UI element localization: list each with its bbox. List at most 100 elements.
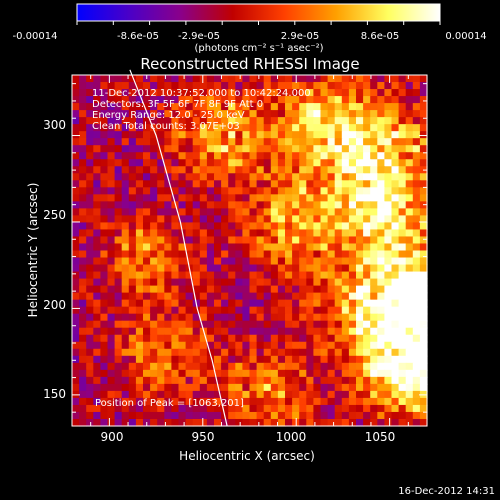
heatmap-cell [128,82,137,90]
heatmap-cell [348,138,357,146]
heatmap-cell [178,292,187,301]
heatmap-cell [419,180,428,188]
heatmap-cell [235,82,243,90]
heatmap-cell [370,306,378,315]
heatmap-cell [171,257,180,266]
heatmap-cell [150,208,158,216]
heatmap-cell [128,138,137,146]
heatmap-cell [313,138,322,146]
heatmap-cell [391,264,400,273]
heatmap-cell [398,250,407,259]
heatmap-cell [320,138,329,146]
heatmap-cell [263,397,272,406]
heatmap-cell [93,376,101,385]
heatmap-cell [327,285,336,294]
heatmap-cell [143,145,151,153]
heatmap-cell [157,229,165,238]
heatmap-cell [377,215,385,224]
heatmap-cell [398,404,407,413]
heatmap-cell [164,278,172,287]
heatmap-cell [370,327,378,336]
heatmap-cell [249,334,258,343]
heatmap-cell [377,229,385,238]
heatmap-cell [93,180,101,188]
heatmap-cell [79,397,87,406]
heatmap-cell [341,96,350,104]
heatmap-cell [178,299,187,308]
heatmap-cell [93,299,101,308]
heatmap-cell [341,250,350,259]
heatmap-cell [363,82,371,90]
heatmap-cell [285,418,293,427]
heatmap-cell [327,271,336,280]
heatmap-cell [270,243,279,252]
heatmap-cell [249,243,258,252]
heatmap-cell [164,348,172,357]
heatmap-cell [214,215,222,224]
heatmap-cell [377,271,385,280]
heatmap-cell [228,404,236,413]
heatmap-cell [356,390,364,399]
heatmap-cell [363,229,371,238]
heatmap-cell [242,75,251,83]
heatmap-cell [256,159,265,167]
heatmap-cell [320,418,329,427]
heatmap-cell [128,201,137,209]
heatmap-cell [79,152,87,160]
heatmap-cell [327,341,336,350]
heatmap-cell [228,215,236,224]
heatmap-cell [171,131,180,139]
heatmap-cell [348,313,357,322]
heatmap-cell [384,264,393,273]
heatmap-cell [313,404,322,413]
heatmap-cell [93,320,101,329]
heatmap-cell [192,411,201,420]
heatmap-cell [135,334,144,343]
heatmap-cell [398,229,407,238]
heatmap-cell [313,131,322,139]
heatmap-cell [206,159,215,167]
heatmap-cell [157,75,165,83]
heatmap-cell [164,124,172,132]
heatmap-cell [228,397,236,406]
heatmap-cell [242,285,251,294]
heatmap-cell [214,264,222,273]
heatmap-cell [221,369,229,378]
heatmap-cell [327,201,336,209]
heatmap-cell [114,355,123,364]
heatmap-cell [292,159,300,167]
heatmap-cell [313,390,322,399]
heatmap-cell [185,397,194,406]
heatmap-cell [370,194,378,202]
heatmap-cell [285,103,293,111]
heatmap-cell [370,355,378,364]
heatmap-cell [292,383,300,392]
heatmap-cell [178,327,187,336]
heatmap-cell [277,257,286,266]
heatmap-cell [135,180,144,188]
heatmap-cell [79,82,87,90]
heatmap-cell [192,397,201,406]
heatmap-cell [128,306,137,315]
heatmap-cell [277,215,286,224]
heatmap-cell [178,285,187,294]
heatmap-cell [150,201,158,209]
heatmap-cell [157,397,165,406]
heatmap-cell [178,334,187,343]
heatmap-cell [384,348,393,357]
heatmap-cell [192,278,201,287]
heatmap-cell [121,418,130,427]
heatmap-cell [157,89,165,97]
heatmap-cell [171,166,180,174]
heatmap-cell [221,299,229,308]
heatmap-cell [313,362,322,371]
heatmap-cell [199,313,208,322]
heatmap-cell [327,110,336,118]
heatmap-cell [405,376,414,385]
heatmap-cell [93,341,101,350]
heatmap-cell [206,243,215,252]
heatmap-cell [405,103,414,111]
heatmap-cell [114,236,123,245]
heatmap-cell [150,110,158,118]
colorbar-tick-label-2: -2.9e-05 [178,31,220,42]
